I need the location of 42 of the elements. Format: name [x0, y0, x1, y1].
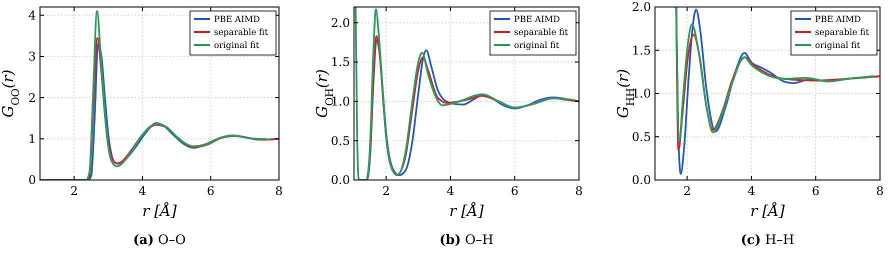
legend-label: original fit: [514, 40, 560, 51]
x-tick-label: 8: [275, 184, 283, 198]
y-tick-label: 0.0: [330, 173, 350, 188]
text: (c) H–H: [740, 233, 794, 248]
x-axis-title: r [Å]: [142, 202, 177, 220]
y-tick-label: 0: [28, 173, 36, 188]
x-tick-label: 6: [812, 184, 820, 198]
x-tick-label: 8: [575, 184, 583, 198]
y-tick-label: 0.5: [632, 130, 651, 144]
x-tick-label: 2: [70, 184, 78, 198]
x-axis-title: r [Å]: [750, 202, 785, 220]
legend-label: PBE AIMD: [514, 14, 560, 25]
line-series: [40, 10, 270, 180]
y-tick-label: 0.5: [330, 134, 350, 148]
y-tick-label: 3: [28, 50, 36, 64]
legend-label: original fit: [214, 40, 260, 51]
x-tick-label: 4: [748, 184, 756, 198]
x-tick-label: 2: [683, 184, 691, 198]
text: (a) O–O: [133, 233, 186, 248]
y-tick-label: 4: [28, 8, 36, 22]
y-tick-label: 1: [28, 132, 36, 146]
y-tick-label: 2.0: [632, 0, 651, 14]
x-tick-label: 4: [138, 184, 147, 198]
y-tick-label: 2.0: [330, 16, 350, 30]
y-tick-label: 1.5: [632, 43, 651, 58]
y-tick-label: 2: [28, 90, 36, 105]
legend-label: PBE AIMD: [214, 14, 260, 25]
line-series: [354, 7, 574, 180]
text: (b) O–H: [439, 233, 494, 248]
legend-label: separable fit: [815, 28, 870, 38]
x-tick-label: 4: [446, 184, 455, 198]
x-tick-label: 6: [206, 184, 215, 198]
x-tick-label: 8: [876, 184, 884, 198]
y-tick-label: 1.5: [330, 55, 350, 70]
legend-label: original fit: [815, 40, 861, 51]
legend-label: separable fit: [214, 28, 269, 38]
x-axis-title: r [Å]: [449, 202, 484, 220]
x-tick-label: 6: [510, 184, 519, 198]
y-tick-label: 0.0: [632, 173, 651, 188]
legend-label: separable fit: [514, 28, 569, 38]
x-tick-label: 2: [382, 184, 390, 198]
legend-label: PBE AIMD: [815, 14, 862, 25]
